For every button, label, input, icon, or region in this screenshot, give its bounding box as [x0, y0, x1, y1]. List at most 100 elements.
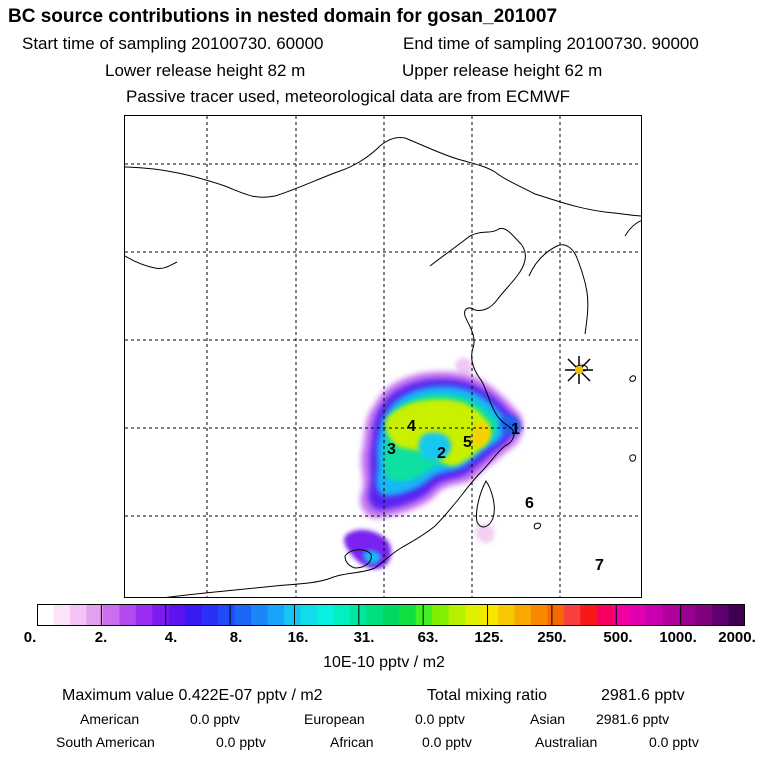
colorbar-swatch — [69, 604, 87, 626]
colorbar-tick-label: 2000. — [718, 629, 756, 646]
colorbar-swatch — [382, 604, 400, 626]
european-value: 0.0 pptv — [415, 711, 465, 727]
hainan-outline — [344, 549, 372, 569]
australian-label: Australian — [535, 734, 598, 750]
colorbar-swatch — [267, 604, 285, 626]
colorbar-tick-label: 0. — [23, 629, 37, 646]
island-outline — [629, 375, 636, 382]
colorbar-swatch — [613, 604, 631, 626]
map-panel: 1 2 3 4 5 6 7 — [124, 115, 642, 598]
country-border-north-east — [404, 137, 641, 217]
colorbar-svg — [36, 604, 746, 626]
lower-height-label: Lower release height 82 m — [105, 61, 306, 80]
total-mixing-value: 2981.6 pptv — [601, 687, 685, 704]
colorbar-swatch — [86, 604, 104, 626]
china-coast — [374, 228, 526, 569]
colorbar-swatch — [728, 604, 746, 626]
map-svg: 1 2 3 4 5 6 7 — [125, 116, 641, 597]
colorbar-swatch — [234, 604, 252, 626]
korea-north-border — [624, 220, 641, 237]
colorbar-swatch — [37, 604, 55, 626]
colorbar-tick-label: 4. — [164, 629, 178, 646]
plume-blue-east — [500, 414, 521, 436]
african-value: 0.0 pptv — [422, 734, 472, 750]
start-time-label: Start time of sampling 20100730. 60000 — [22, 34, 324, 53]
taiwan-outline — [476, 480, 495, 528]
colorbar-swatch — [201, 604, 219, 626]
colorbar-tick-label: 1000. — [659, 629, 697, 646]
colorbar-swatch — [580, 604, 598, 626]
american-label: American — [80, 711, 140, 727]
colorbar-swatch — [679, 604, 697, 626]
total-mixing-label: Total mixing ratio — [427, 687, 548, 704]
american-value: 0.0 pptv — [190, 711, 240, 727]
colorbar-swatch — [646, 604, 664, 626]
colorbar-swatch — [119, 604, 137, 626]
colorbar-swatch — [218, 604, 236, 626]
colorbar-swatch — [432, 604, 450, 626]
colorbar-tick-label: 16. — [287, 629, 309, 646]
asian-label: Asian — [530, 711, 566, 727]
colorbar-swatch — [283, 604, 302, 626]
plume-faint-n — [455, 357, 473, 375]
region-number-3: 3 — [387, 441, 396, 458]
colorbar-swatch — [251, 604, 269, 626]
receptor-star-center — [575, 366, 583, 374]
end-time-label: End time of sampling 20100730. 90000 — [403, 34, 699, 53]
colorbar-tick-label: 125. — [474, 629, 504, 646]
region-number-7: 7 — [595, 557, 604, 574]
border-west — [125, 255, 178, 269]
colorbar-swatch — [53, 604, 71, 626]
colorbar-swatch — [399, 604, 417, 626]
colorbar-swatch — [662, 604, 680, 626]
tracer-note: Passive tracer used, meteorological data… — [126, 87, 571, 106]
south-american-label: South American — [56, 734, 155, 750]
colorbar-swatch — [366, 604, 384, 626]
plume-yellow — [385, 399, 490, 466]
colorbar-swatch — [481, 604, 499, 626]
colorbar-tick-label: 31. — [353, 629, 375, 646]
colorbar-swatch — [135, 604, 153, 626]
australian-value: 0.0 pptv — [649, 734, 699, 750]
colorbar-swatch — [712, 604, 730, 626]
island-outline — [629, 454, 636, 462]
plume-orange-core — [472, 423, 491, 448]
colorbar-swatch — [530, 604, 549, 626]
colorbar-tick-label: 63. — [417, 629, 439, 646]
colorbar-swatch — [415, 604, 433, 626]
island-outline — [533, 522, 542, 530]
colorbar-swatch — [102, 604, 120, 626]
colorbar-swatch — [168, 604, 186, 626]
colorbar-swatch — [448, 604, 466, 626]
plume-south-core — [362, 550, 381, 565]
colorbar-swatch — [300, 604, 318, 626]
colorbar-swatch — [333, 604, 351, 626]
region-number-2: 2 — [437, 445, 446, 462]
colorbar-tick-label: 250. — [537, 629, 567, 646]
figure-title: BC source contributions in nested domain… — [8, 6, 558, 27]
concentration-field — [344, 357, 523, 569]
region-number-4: 4 — [407, 418, 416, 435]
colorbar-tick-label: 500. — [603, 629, 633, 646]
south-china-coast — [165, 567, 376, 597]
colorbar-swatch — [465, 604, 483, 626]
colorbar-swatch — [316, 604, 334, 626]
colorbar-border — [37, 604, 745, 626]
colorbar-swatch — [629, 604, 647, 626]
colorbar-swatch — [152, 604, 170, 626]
upper-height-label: Upper release height 62 m — [402, 61, 603, 80]
region-number-6: 6 — [525, 495, 534, 512]
coastlines — [125, 137, 641, 597]
european-label: European — [304, 711, 365, 727]
colorbar-tick-label: 2. — [94, 629, 108, 646]
colorbar-swatch — [547, 604, 565, 626]
grid-lines — [125, 116, 641, 597]
plume-faint-taiwan — [475, 523, 495, 544]
asian-value: 2981.6 pptv — [596, 711, 670, 727]
maximum-value: Maximum value 0.422E-07 pptv / m2 — [62, 687, 323, 704]
colorbar-swatch — [596, 604, 614, 626]
colorbar-swatch — [563, 604, 581, 626]
receptor-marker — [565, 356, 593, 384]
plume-low-center — [418, 432, 451, 462]
colorbar-swatch — [695, 604, 713, 626]
